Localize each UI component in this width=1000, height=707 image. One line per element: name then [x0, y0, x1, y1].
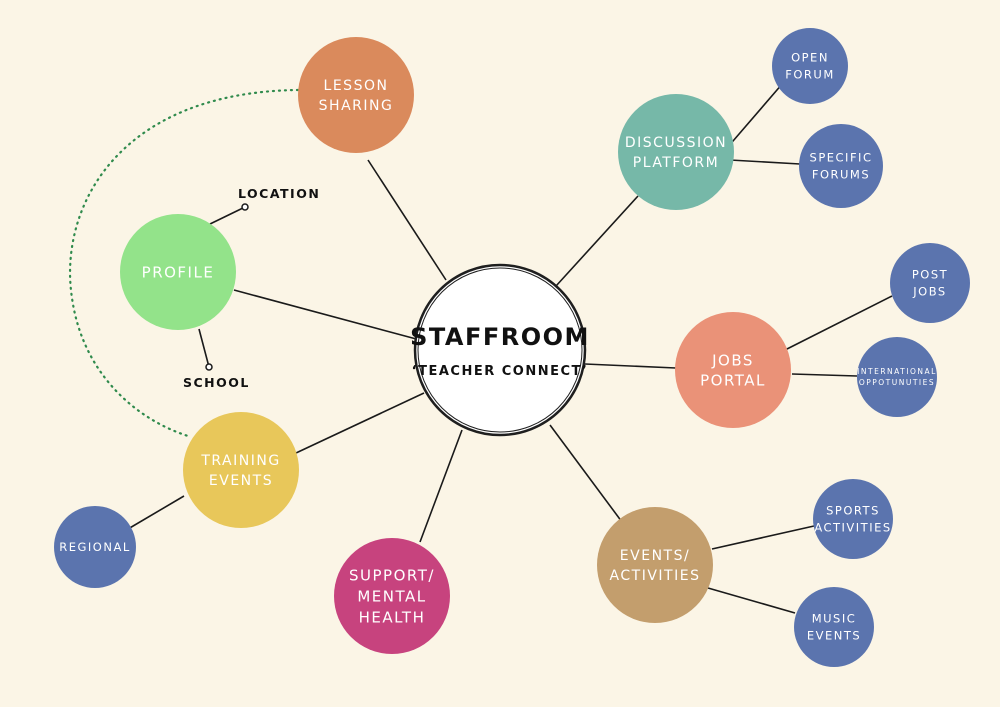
- connector-jobs-international: [791, 373, 858, 377]
- international-opportunities-node[interactable]: INTERNATIONAL OPPOTUNUTIES: [857, 337, 937, 417]
- connector-training-regional: [127, 495, 185, 530]
- training-events-node[interactable]: TRAINING EVENTS: [183, 412, 299, 528]
- label-line: OPEN: [791, 51, 829, 65]
- school-label: SCHOOL: [183, 375, 250, 390]
- jobs-portal-label: JOBS PORTAL: [700, 351, 766, 389]
- dotted-link-lesson-training: [68, 88, 300, 438]
- support-mental-health-node[interactable]: SUPPORT/MENTAL HEALTH: [334, 538, 450, 654]
- open-forum-node[interactable]: OPEN FORUM: [772, 28, 848, 104]
- label-line: POST: [912, 268, 948, 282]
- lesson-sharing-label: LESSON SHARING: [319, 78, 394, 114]
- connector-profile-location: [209, 206, 246, 225]
- label-line: JOBS: [912, 285, 946, 299]
- connector-events-sports: [711, 525, 815, 550]
- connector-discussion-open-forum: [726, 82, 784, 149]
- regional-node[interactable]: REGIONAL: [54, 506, 136, 588]
- connectors: [127, 82, 893, 614]
- training-events-label: TRAINING EVENTS: [200, 453, 280, 489]
- profile-node[interactable]: PROFILE: [120, 214, 236, 330]
- profile-label: PROFILE: [142, 263, 215, 281]
- label-line: REGIONAL: [59, 540, 131, 554]
- label-line: DISCUSSION: [625, 135, 727, 151]
- connector-center-discussion-platform: [555, 195, 639, 287]
- discussion-platform-label: DISCUSSION PLATFORM: [625, 135, 727, 171]
- jobs-portal-node[interactable]: JOBS PORTAL: [675, 312, 791, 428]
- connector-events-music: [707, 587, 796, 614]
- label-line: JOBS: [711, 351, 754, 369]
- label-line: MENTAL: [357, 587, 426, 605]
- connector-center-profile: [233, 289, 421, 341]
- label-line: SPECIFIC: [810, 151, 873, 165]
- center-node[interactable]: STAFFROOM ‘TEACHER CONNECT’: [410, 263, 590, 437]
- location-endpoint-dot: [241, 203, 249, 211]
- connector-center-events-activities: [549, 424, 623, 523]
- label-line: SPORTS: [826, 504, 880, 518]
- connector-profile-school: [198, 328, 210, 368]
- events-activities-label: EVENTS/ACTIVITIES: [610, 548, 701, 584]
- label-line: TRAINING: [200, 453, 280, 469]
- sports-activities-label: SPORTS ACTIVITIES: [814, 504, 891, 535]
- support-mental-health-label: SUPPORT/MENTAL HEALTH: [349, 566, 435, 626]
- music-events-label: MUSIC EVENTS: [807, 612, 861, 643]
- label-line: PLATFORM: [633, 155, 719, 171]
- label-line: OPPOTUNUTIES: [859, 378, 935, 387]
- label-line: HEALTH: [359, 608, 426, 626]
- location-label: LOCATION: [238, 186, 320, 201]
- label-line: ACTIVITIES: [610, 568, 701, 584]
- label-line: ACTIVITIES: [814, 521, 891, 535]
- center-title: STAFFROOM: [410, 323, 590, 351]
- lesson-sharing-node[interactable]: LESSON SHARING: [298, 37, 414, 153]
- regional-label: REGIONAL: [59, 540, 131, 554]
- label-line: PORTAL: [700, 371, 766, 389]
- center-subtitle: ‘TEACHER CONNECT’: [412, 364, 589, 379]
- label-line: MUSIC: [812, 612, 857, 626]
- connector-center-support: [419, 429, 463, 543]
- connector-center-training-events: [295, 392, 425, 454]
- label-line: SHARING: [319, 98, 394, 114]
- specific-forums-node[interactable]: SPECIFIC FORUMS: [799, 124, 883, 208]
- label-line: EVENTS: [807, 629, 861, 643]
- label-line: FORUMS: [812, 168, 870, 182]
- label-line: FORUM: [785, 68, 835, 82]
- discussion-platform-node[interactable]: DISCUSSION PLATFORM: [618, 94, 734, 210]
- open-forum-label: OPEN FORUM: [785, 51, 835, 82]
- school-endpoint-dot: [205, 363, 213, 371]
- post-jobs-label: POST JOBS: [912, 268, 948, 299]
- connector-discussion-specific-forums: [729, 159, 801, 165]
- label-line: PROFILE: [142, 263, 215, 281]
- specific-forums-label: SPECIFIC FORUMS: [810, 151, 873, 182]
- label-line: EVENTS: [209, 473, 273, 489]
- connector-center-jobs-portal: [584, 363, 677, 369]
- label-line: EVENTS/: [620, 548, 690, 564]
- connector-jobs-post-jobs: [784, 295, 893, 351]
- events-activities-node[interactable]: EVENTS/ACTIVITIES: [597, 507, 713, 623]
- label-line: SUPPORT/: [349, 566, 435, 584]
- post-jobs-node[interactable]: POST JOBS: [890, 243, 970, 323]
- label-line: INTERNATIONAL: [857, 367, 937, 376]
- international-opportunities-label: INTERNATIONAL OPPOTUNUTIES: [857, 367, 937, 387]
- music-events-node[interactable]: MUSIC EVENTS: [794, 587, 874, 667]
- label-line: LESSON: [324, 78, 389, 94]
- sports-activities-node[interactable]: SPORTS ACTIVITIES: [813, 479, 893, 559]
- connector-center-lesson-sharing: [367, 159, 447, 281]
